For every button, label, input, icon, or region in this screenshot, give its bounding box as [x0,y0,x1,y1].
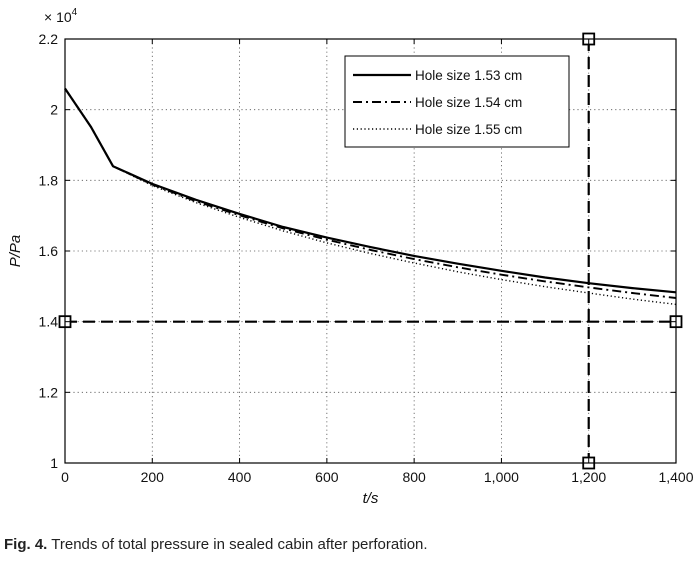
y-tick-label: 2.2 [39,31,59,47]
legend-box [344,55,570,148]
figure-caption-text: Trends of total pressure in sealed cabin… [51,536,428,553]
y-tick-label: 1.2 [39,384,59,400]
x-tick-label: 0 [61,469,69,485]
legend-items: Hole size 1.53 cm Hole size 1.54 cm Hole s… [353,68,522,137]
x-tick-label: 1,400 [658,469,693,485]
y-tick-label: 1.6 [39,243,59,259]
legend-label-1: Hole size 1.53 cm [415,68,522,83]
x-tick-label: 800 [402,469,426,485]
y-multiplier-label: × 104 [44,7,78,25]
figure-caption: Fig. 4. Trends of total pressure in seal… [4,536,428,553]
x-axis-label: t/s [363,490,379,507]
series-lines [64,87,677,306]
legend: Hole size 1.53 cm Hole size 1.54 cm Hole s… [344,55,570,148]
legend-label-3: Hole size 1.55 cm [415,122,522,137]
figure-number: Fig. 4. [4,536,48,553]
axis-ticks: 0 200 400 600 800 1,000 1,200 1,400 1 1.2 1.4 1.6 1.… [39,31,694,485]
x-tick-label: 600 [315,469,339,485]
series-line-1 [64,87,677,294]
y-tick-label: 2 [50,102,58,118]
y-tick-label: 1 [50,455,58,471]
y-axis-label: P/Pa [7,235,24,268]
y-tick-label: 1.8 [39,172,59,188]
x-tick-label: 400 [228,469,252,485]
x-tick-label: 200 [141,469,165,485]
x-tick-label: 1,000 [484,469,519,485]
chart-figure: 0 200 400 600 800 1,000 1,200 1,400 1 1.2 1.4 1.6 1.… [7,7,694,507]
y-tick-label: 1.4 [39,314,59,330]
x-tick-label: 1,200 [571,469,606,485]
legend-label-2: Hole size 1.54 cm [415,95,522,110]
